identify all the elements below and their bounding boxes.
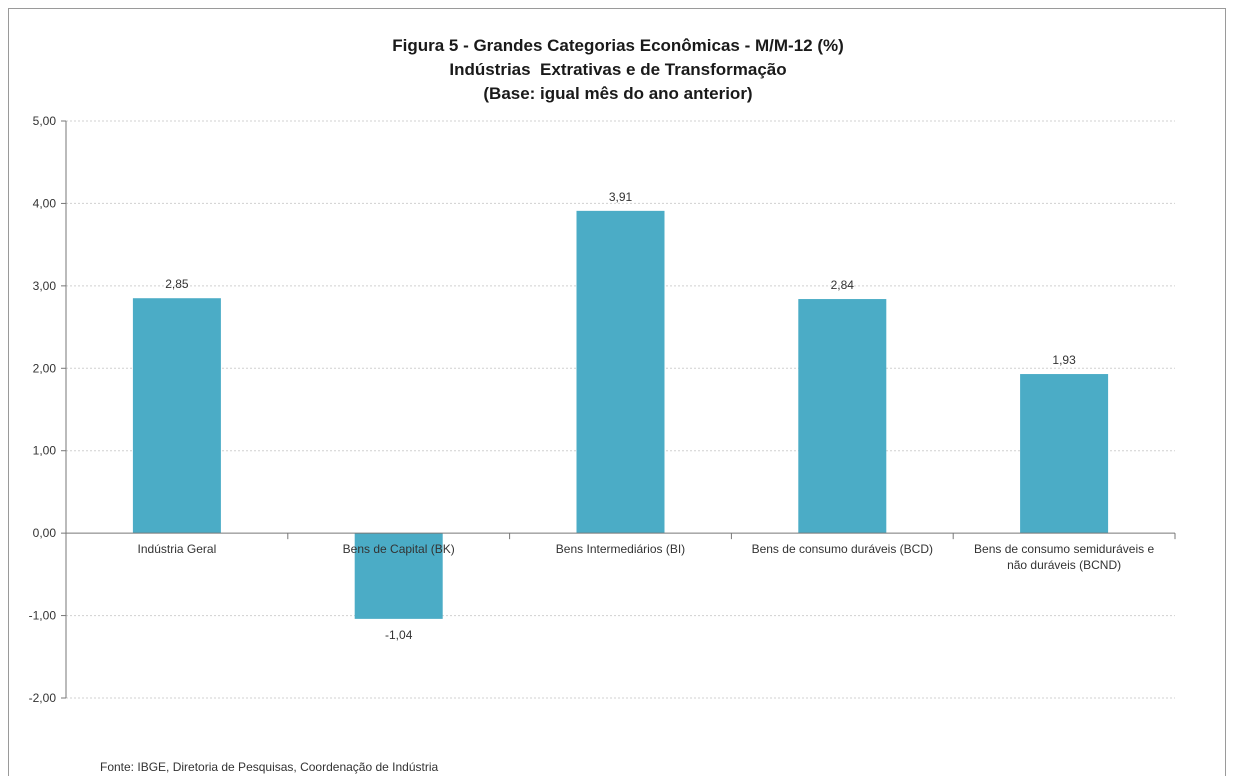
- chart-frame: [8, 8, 1226, 776]
- y-tick-label: 4,00: [33, 196, 57, 210]
- bar: [354, 533, 443, 619]
- data-label: 1,93: [1052, 353, 1076, 367]
- chart-subtitle-line-1: Indústrias Extrativas e de Transformação: [449, 60, 787, 79]
- y-tick-label: 2,00: [33, 361, 57, 375]
- y-tick-label: 0,00: [33, 526, 57, 540]
- category-label: Bens Intermediários (BI): [556, 542, 685, 556]
- y-tick-label: 1,00: [33, 444, 57, 458]
- data-label: 2,84: [831, 278, 855, 292]
- category-label: Bens de Capital (BK): [343, 542, 455, 556]
- y-tick-label: -2,00: [29, 691, 57, 705]
- y-tick-label: 5,00: [33, 114, 57, 128]
- category-label: Bens de consumo duráveis (BCD): [752, 542, 933, 556]
- chart-subtitle-line-2: (Base: igual mês do ano anterior): [483, 84, 753, 103]
- data-label: 2,85: [165, 277, 189, 291]
- bar: [798, 299, 887, 534]
- source-note: Fonte: IBGE, Diretoria de Pesquisas, Coo…: [100, 760, 439, 774]
- data-label: 3,91: [609, 190, 633, 204]
- y-tick-label: -1,00: [29, 609, 57, 623]
- data-label: -1,04: [385, 628, 413, 642]
- bar: [1020, 374, 1109, 534]
- category-label: Bens de consumo semiduráveis e: [974, 542, 1154, 556]
- bar: [132, 298, 221, 534]
- chart-title: Figura 5 - Grandes Categorias Econômicas…: [392, 36, 844, 55]
- category-label: Indústria Geral: [138, 542, 217, 556]
- bar: [576, 210, 665, 534]
- category-label: não duráveis (BCND): [1007, 558, 1121, 572]
- y-tick-label: 3,00: [33, 279, 57, 293]
- chart-title-block: Figura 5 - Grandes Categorias Econômicas…: [0, 34, 1236, 106]
